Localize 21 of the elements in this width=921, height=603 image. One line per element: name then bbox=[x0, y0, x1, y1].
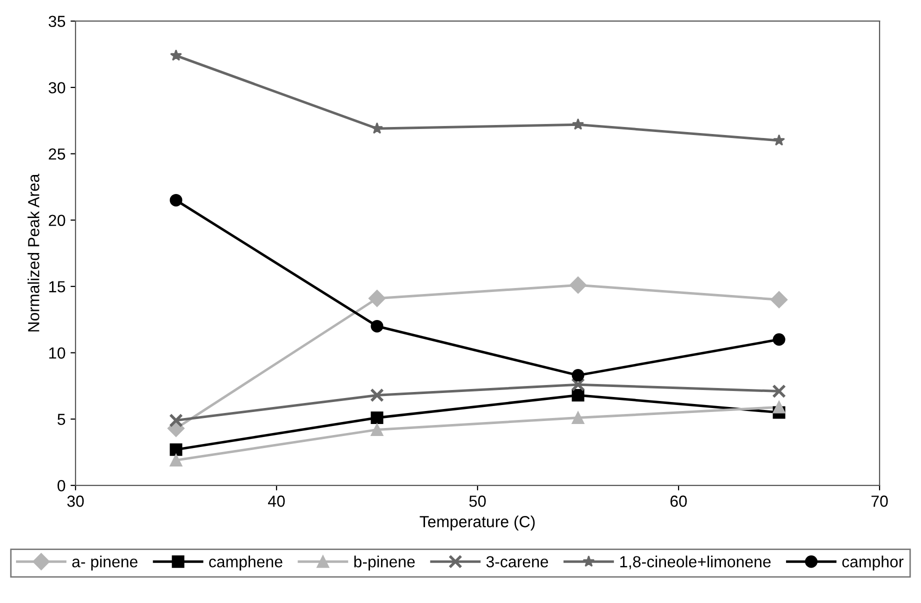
x-tick-label: 70 bbox=[871, 496, 888, 507]
y-tick-label: 20 bbox=[48, 214, 66, 226]
y-tick-label: 10 bbox=[49, 347, 66, 359]
x-tick-label: 60 bbox=[670, 496, 687, 507]
y-tick-label: 0 bbox=[58, 480, 66, 492]
legend-label: camphene bbox=[209, 556, 282, 571]
x-tick-label: 30 bbox=[67, 496, 84, 507]
y-tick-label: 25 bbox=[48, 148, 66, 160]
legend-label: camphor bbox=[842, 556, 904, 571]
x-axis-title: Temperature (C) bbox=[420, 516, 535, 530]
legend-label: 3-carene bbox=[486, 556, 548, 568]
y-tick-label: 30 bbox=[48, 82, 66, 94]
x-tick-label: 40 bbox=[268, 496, 285, 507]
y-tick-label: 15 bbox=[49, 281, 66, 292]
legend-label: 1,8-cineole+limonene bbox=[620, 556, 771, 570]
y-tick-label: 5 bbox=[58, 414, 66, 426]
x-tick-label: 50 bbox=[469, 496, 486, 507]
y-axis-title: Normalized Peak Area bbox=[28, 174, 40, 332]
legend-label: a- pinene bbox=[72, 556, 138, 571]
y-tick-label: 35 bbox=[48, 16, 66, 28]
legend-label: b-pinene bbox=[354, 556, 415, 571]
